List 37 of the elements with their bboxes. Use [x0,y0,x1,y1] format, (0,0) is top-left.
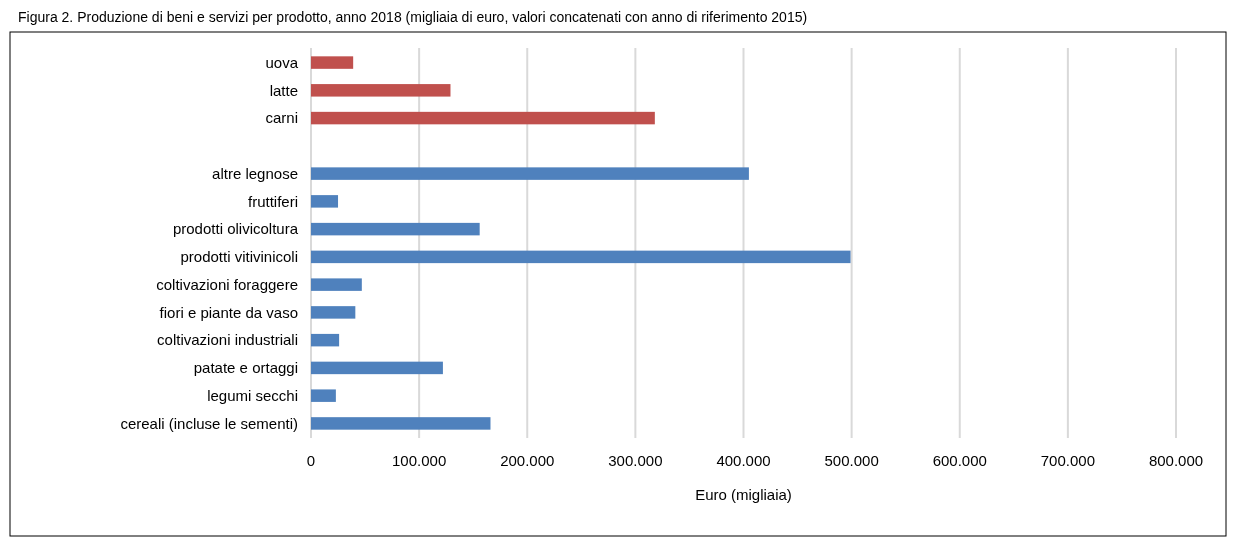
y-tick-label: coltivazioni foraggere [156,275,298,293]
y-tick-label: altre legnose [212,164,298,182]
y-tick-label: fiori e piante da vaso [159,303,298,321]
bar [311,417,491,430]
bar [311,306,356,319]
x-tick-label: 100.000 [392,452,447,469]
y-tick-label: legumi secchi [207,386,298,404]
y-tick-label: uova [265,53,299,71]
x-tick-label: 400.000 [716,452,771,469]
y-tick-label: latte [269,81,298,99]
x-tick-label: 200.000 [500,452,555,469]
y-tick-label: coltivazioni industriali [157,331,298,349]
y-tick-label: prodotti olivicoltura [172,220,299,238]
x-tick-label: 500.000 [824,452,879,469]
y-tick-label: patate e ortaggi [193,359,298,377]
x-tick-label: 800.000 [1148,452,1204,469]
x-axis-title: Euro (migliaia) [695,486,792,503]
bar [311,167,749,180]
bar [311,195,339,208]
y-tick-label: fruttiferi [247,192,298,210]
x-tick-label: 0 [306,452,316,469]
x-tick-label: 700.000 [1040,452,1095,469]
bar [311,111,655,125]
bar [311,222,480,236]
x-tick-label: 600.000 [932,452,987,469]
bar [311,361,443,375]
y-tick-label: prodotti vitivinicoli [180,248,298,266]
bar [311,278,362,291]
bar [311,389,336,402]
chart-title: Figura 2. Produzione di beni e servizi per prodotto, anno 2018 (migliaia di euro, valori concatenati con anno di riferimento 2015) [18,9,808,25]
bar [311,56,354,69]
bar [311,84,451,97]
bar [311,333,340,347]
x-tick-label: 300.000 [608,452,663,469]
y-tick-label: cereali (incluse le sementi) [120,414,298,432]
y-tick-label: carni [265,109,298,127]
bar [311,250,851,264]
